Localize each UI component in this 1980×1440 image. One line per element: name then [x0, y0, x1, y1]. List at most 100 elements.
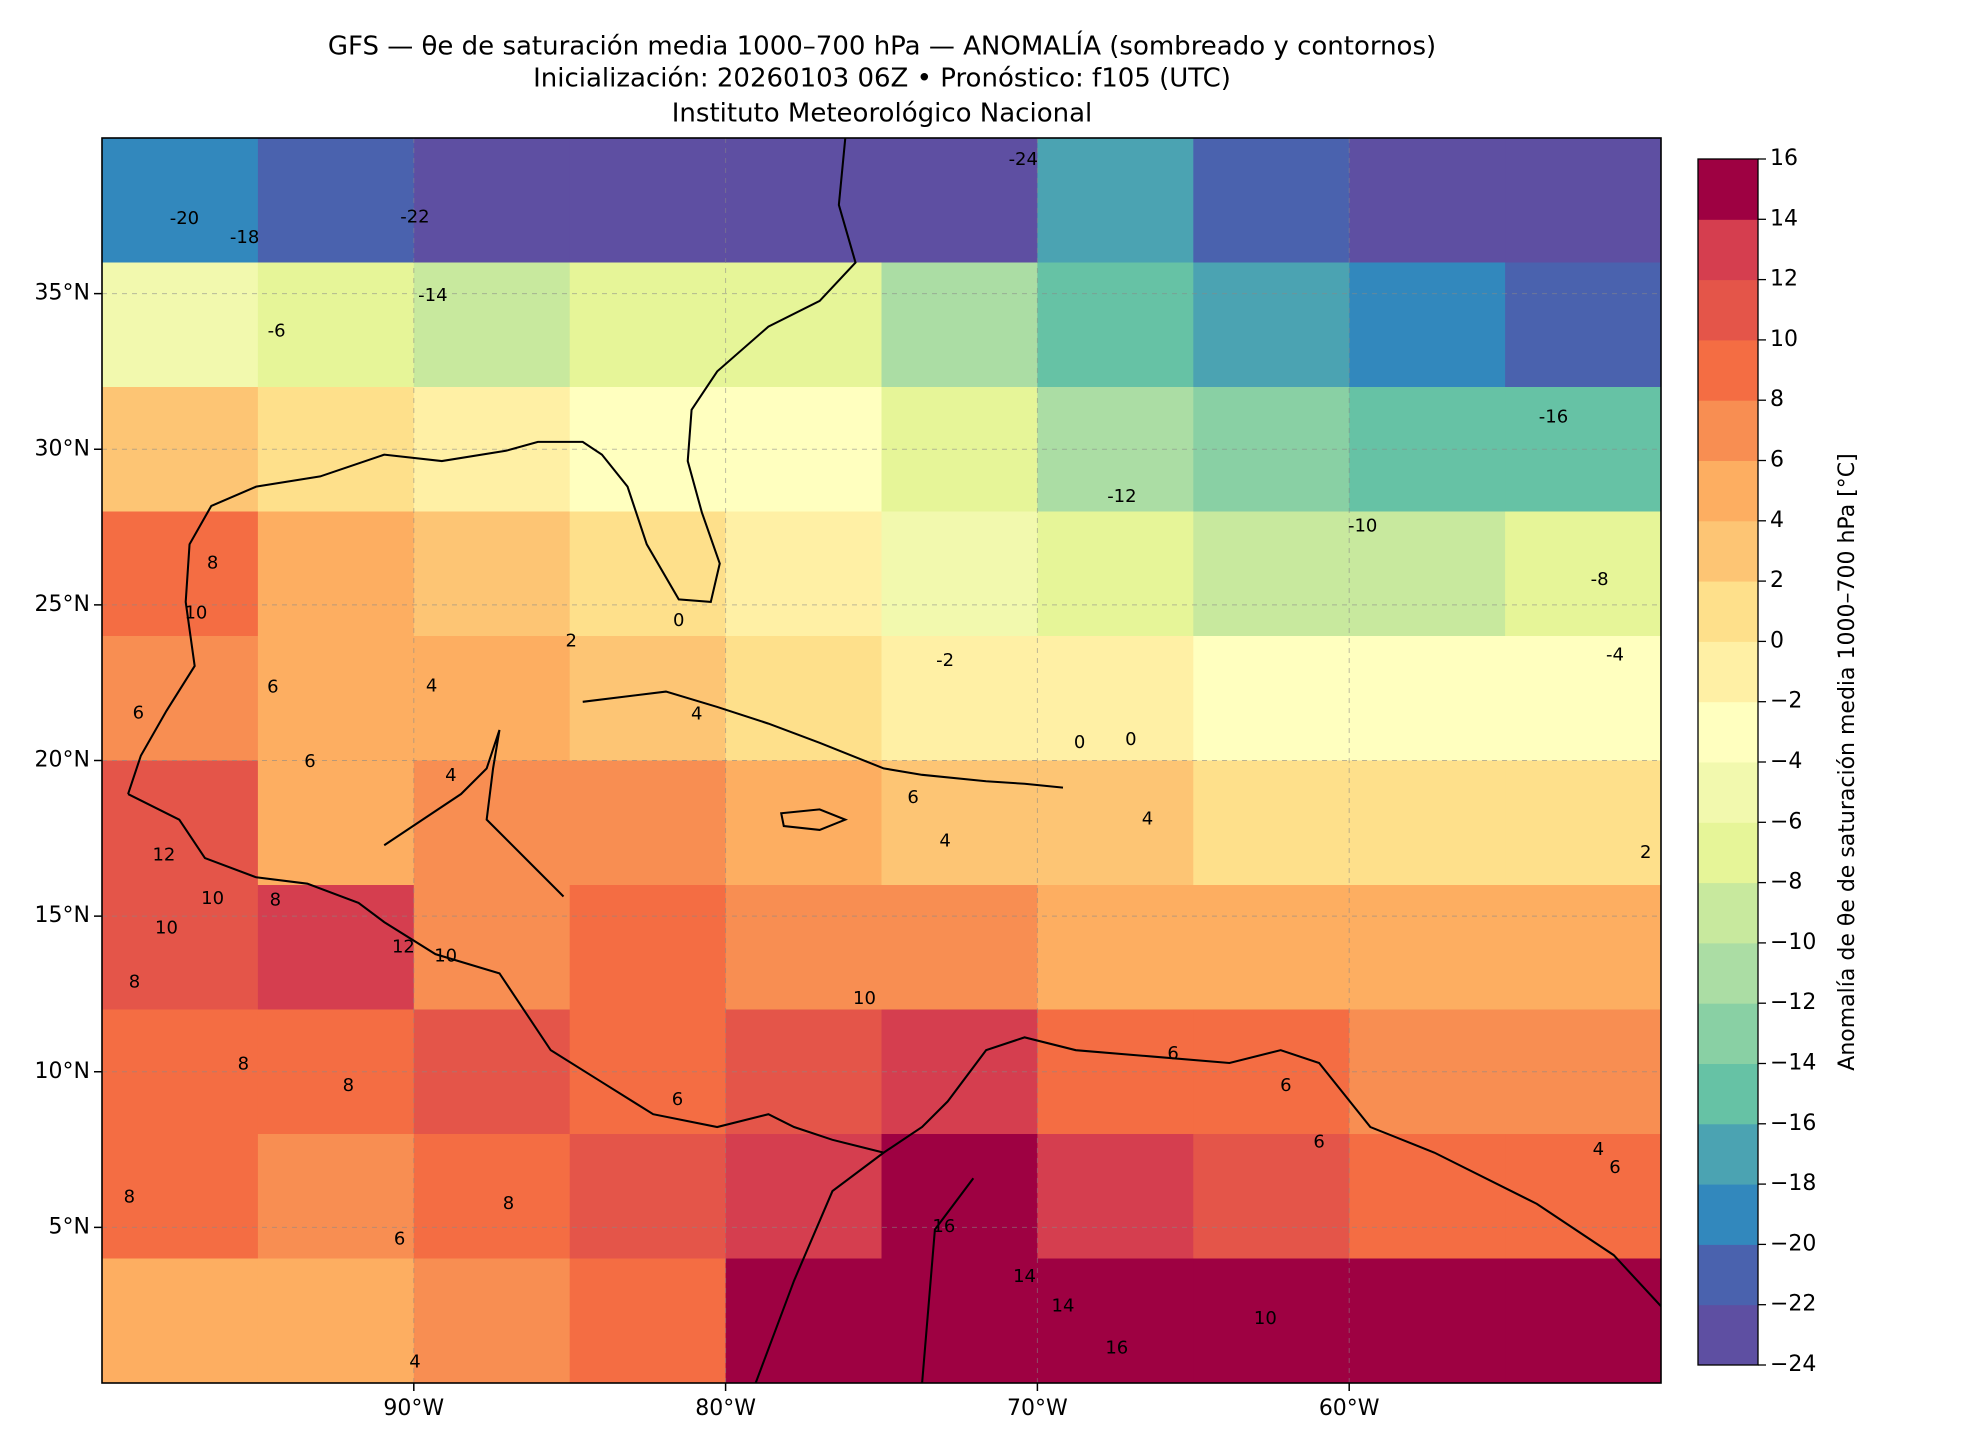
colorbar-band [1698, 1304, 1758, 1366]
contour-label: 8 [503, 1193, 514, 1214]
colorbar-tick-label: 14 [1770, 206, 1798, 231]
field-cell [1505, 1258, 1661, 1383]
contour-label: 12 [392, 937, 415, 958]
chart-subtitle: Inicialización: 20260103 06Z • Pronóstic… [533, 64, 1231, 94]
contour-label: 2 [1640, 842, 1651, 863]
colorbar-tick-label: −22 [1770, 1292, 1816, 1317]
contour-label: -12 [1107, 486, 1136, 507]
field-cell [569, 1258, 727, 1383]
colorbar-band [1698, 942, 1758, 1004]
coastline [127, 793, 1661, 1308]
field-cell [1037, 262, 1194, 388]
contour-label: -20 [170, 208, 199, 229]
contour-label: 8 [270, 889, 281, 910]
contour-label: 6 [1313, 1131, 1324, 1152]
field-cell [1193, 511, 1350, 637]
contour-label: 10 [201, 888, 224, 909]
contour-label: 16 [1105, 1338, 1128, 1359]
field-cell [257, 885, 415, 1011]
colorbar-tick-label: 2 [1770, 568, 1784, 593]
field-cell [102, 1258, 259, 1383]
contour-label: 4 [1142, 809, 1153, 830]
field-cell [257, 138, 415, 264]
contour-label: 16 [932, 1216, 955, 1237]
contour-labels: -24-20-18-22-14-6-16-12-10-8-4-202468106… [124, 149, 1652, 1373]
field-cell [725, 511, 883, 637]
colorbar-tick-label: 12 [1770, 267, 1798, 292]
colorbar-tick-label: 6 [1770, 448, 1784, 473]
contour-label: 4 [691, 704, 702, 725]
colorbar-tick-label: −14 [1770, 1051, 1816, 1076]
colorbar-band [1698, 701, 1758, 763]
contour-label: 0 [673, 610, 684, 631]
y-tick-label: 30°N [35, 436, 90, 461]
coastline [780, 808, 849, 831]
contour-label: 6 [672, 1089, 683, 1110]
contour-label: 14 [1052, 1295, 1075, 1316]
field-cell [569, 511, 727, 637]
colorbar-tick-label: −10 [1770, 930, 1816, 955]
coastline [383, 729, 565, 898]
field-cell [1505, 1134, 1661, 1260]
colorbar-band [1698, 159, 1758, 220]
field-cell [413, 1134, 571, 1260]
field-cell [1037, 760, 1194, 886]
coastline [754, 1151, 975, 1383]
field-cell [881, 511, 1038, 637]
field-cell [1193, 138, 1350, 264]
field-cell [569, 138, 727, 264]
contour-label: 10 [853, 988, 876, 1009]
contour-label: -18 [230, 227, 259, 248]
field-cell [1349, 1258, 1506, 1383]
contour-label: 6 [1609, 1157, 1620, 1178]
field-cell [569, 760, 727, 886]
colorbar-tick-label: −18 [1770, 1171, 1816, 1196]
contour-label: 4 [1593, 1139, 1604, 1160]
contour-label: -14 [418, 285, 447, 306]
colorbar: −24−22−20−18−16−14−12−10−8−6−4−202468101… [1697, 146, 1816, 1377]
contour-label: 6 [304, 751, 315, 772]
colorbar-tick-label: −8 [1770, 870, 1802, 895]
colorbar-tick-label: 0 [1770, 628, 1784, 653]
contour-label: -10 [1348, 515, 1377, 536]
field-cell [413, 511, 571, 637]
field-cell [1193, 262, 1350, 388]
x-tick-label: 70°W [1007, 1396, 1068, 1421]
colorbar-band [1698, 882, 1758, 944]
coastline [582, 690, 1064, 789]
y-tick-label: 25°N [35, 592, 90, 617]
field-cell [1349, 636, 1506, 762]
field-cell [725, 262, 883, 388]
colorbar-label: Anomalía de θe de saturación media 1000–… [1835, 453, 1860, 1070]
contour-label: 6 [133, 702, 144, 723]
field-cell [102, 760, 259, 886]
contour-label: -24 [1009, 149, 1038, 170]
colorbar-band [1698, 1063, 1758, 1125]
contour-label: 8 [343, 1075, 354, 1096]
field-cell [569, 262, 727, 388]
field-cell [881, 885, 1038, 1011]
chart-title: GFS — θe de saturación media 1000–700 hP… [328, 30, 1436, 62]
field-cell [257, 1134, 415, 1260]
field-cell [1349, 760, 1506, 886]
field-cell [102, 262, 259, 388]
contour-label: 2 [565, 631, 576, 652]
y-tick-label: 5°N [49, 1214, 90, 1239]
field-cell [1037, 885, 1194, 1011]
coastline [127, 138, 857, 795]
field-cell [725, 1258, 883, 1383]
field-cell [1037, 636, 1194, 762]
field-cell [1193, 636, 1350, 762]
contour-label: 6 [907, 787, 918, 808]
field-cell [1349, 885, 1506, 1011]
colorbar-tick-label: 10 [1770, 327, 1798, 352]
colorbar-band [1698, 279, 1758, 341]
colorbar-band [1698, 520, 1758, 582]
contour-label: -4 [1606, 645, 1624, 666]
field-cell [725, 885, 883, 1011]
contour-label: -6 [268, 321, 286, 342]
colorbar-tick-label: −16 [1770, 1111, 1816, 1136]
field-cell [725, 636, 883, 762]
